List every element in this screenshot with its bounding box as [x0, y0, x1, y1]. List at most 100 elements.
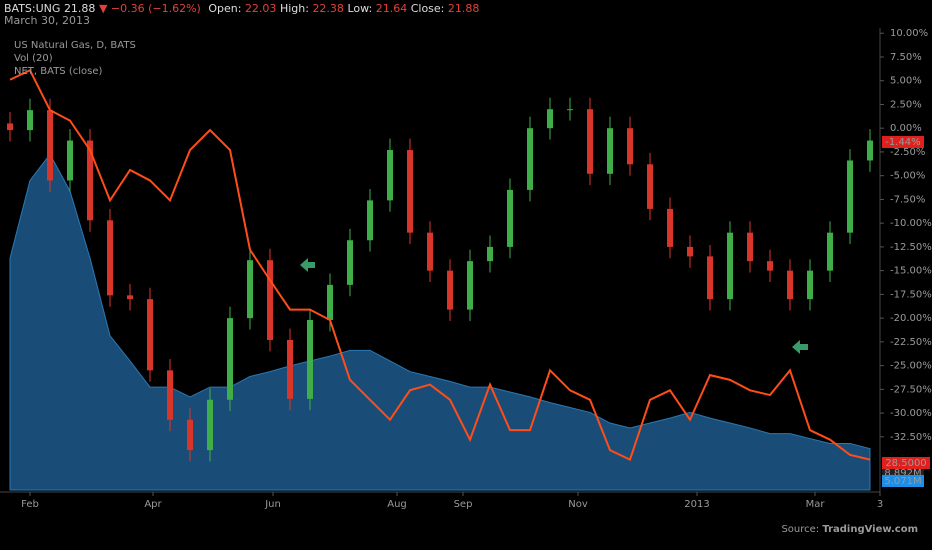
candle-body [187, 419, 193, 451]
high: 22.38 [312, 2, 344, 15]
badge [882, 475, 924, 487]
badge-label: 5.071M [884, 476, 921, 487]
candle-body [567, 109, 573, 111]
x-tick-label: Apr [144, 499, 162, 510]
candle-body [47, 110, 53, 181]
candle-body [127, 295, 133, 300]
price: 21.88 [64, 2, 96, 15]
badge-label: 8.892M [884, 468, 921, 479]
low: 21.64 [376, 2, 408, 15]
x-tick-label: Aug [387, 499, 407, 510]
candle-body [627, 128, 633, 165]
y-tick-label: 7.50% [890, 52, 922, 63]
x-tick-label: Mar [806, 499, 826, 510]
line [9, 68, 871, 461]
y-tick-label: -22.50% [890, 337, 932, 348]
candle-body [147, 299, 153, 371]
candle-body [247, 260, 253, 319]
y-tick-label: -32.50% [890, 432, 932, 443]
candle-body [467, 261, 473, 310]
date: March 30, 2013 [4, 14, 90, 27]
open-label: Open: [208, 2, 241, 15]
candle-body [87, 140, 93, 221]
source-label: Source: [781, 524, 819, 535]
y-tick-label: -25.00% [890, 361, 932, 372]
y-tick-label: 0.00% [890, 123, 922, 134]
y-tick-label: 2.50% [890, 99, 922, 110]
candle-body [727, 232, 733, 300]
candle-body [747, 232, 753, 262]
candle-body [807, 270, 813, 300]
y-tick-label: -10.00% [890, 218, 932, 229]
y-tick-label: -5.00% [890, 171, 925, 182]
header: BATS:UNG 21.88 ▼ −0.36 (−1.62%) Open: 22… [4, 2, 479, 15]
legend-entry: NET, BATS (close) [14, 66, 102, 77]
arrow [300, 258, 315, 272]
candle-body [667, 208, 673, 247]
candle-body [347, 240, 353, 285]
candle-body [647, 164, 653, 209]
candle-body [867, 140, 873, 161]
y-tick-label: -2.50% [890, 147, 925, 158]
change: ▼ −0.36 (−1.62%) [99, 2, 201, 15]
candle-body [67, 140, 73, 181]
footer: Source: TradingView.com [781, 524, 918, 535]
badge-label: 28.5000 [885, 458, 926, 469]
y-tick-label: -20.00% [890, 313, 932, 324]
x-tick-label: Jun [264, 499, 281, 510]
candle-body [327, 284, 333, 321]
candle-body [427, 232, 433, 271]
badge [882, 457, 930, 469]
symbol: BATS:UNG [4, 2, 60, 15]
arrow [792, 340, 808, 354]
low-label: Low: [347, 2, 372, 15]
close-label: Close: [411, 2, 445, 15]
candle-body [687, 246, 693, 257]
candle-body [767, 261, 773, 271]
candle-body [407, 150, 413, 233]
y-tick-label: -12.50% [890, 242, 932, 253]
y-tick-label: -7.50% [890, 194, 925, 205]
candle-body [507, 189, 513, 247]
candle-body [267, 260, 273, 340]
candle-body [287, 339, 293, 399]
candle-body [547, 109, 553, 129]
high-label: High: [280, 2, 309, 15]
candle-body [527, 128, 533, 190]
candle-body [827, 232, 833, 271]
candle-body [707, 256, 713, 300]
candle-body [307, 320, 313, 399]
candle-body [847, 160, 853, 233]
candle-body [367, 200, 373, 241]
y-tick-label: -27.50% [890, 384, 932, 395]
x-tick-label: 3 [877, 499, 883, 510]
y-tick-label: -30.00% [890, 408, 932, 419]
x-tick-label: Nov [568, 499, 588, 510]
candle-body [27, 110, 33, 131]
candle-body [207, 399, 213, 451]
volume-area [9, 153, 871, 491]
badge-label: -1.44% [885, 137, 920, 148]
candle-body [107, 220, 113, 296]
candle-body [607, 128, 613, 174]
y-tick-label: 5.00% [890, 76, 922, 87]
x-tick-label: Sep [454, 499, 473, 510]
candle-body [7, 123, 13, 131]
candle-body [787, 270, 793, 300]
y-tick-label: 10.00% [890, 28, 928, 39]
chart-title: US Natural Gas, D, BATS [14, 40, 136, 51]
x-tick-label: Feb [21, 499, 39, 510]
open: 22.03 [245, 2, 277, 15]
candle-body [447, 270, 453, 310]
badge [882, 469, 924, 476]
legend-entry: Vol (20) [14, 53, 53, 64]
x-tick-label: 2013 [684, 499, 709, 510]
candle-body [487, 246, 493, 262]
y-tick-label: -17.50% [890, 289, 932, 300]
candle-body [227, 318, 233, 400]
badge [882, 136, 924, 148]
candle-body [167, 370, 173, 420]
candle-body [387, 150, 393, 201]
source-site: TradingView.com [822, 524, 918, 535]
